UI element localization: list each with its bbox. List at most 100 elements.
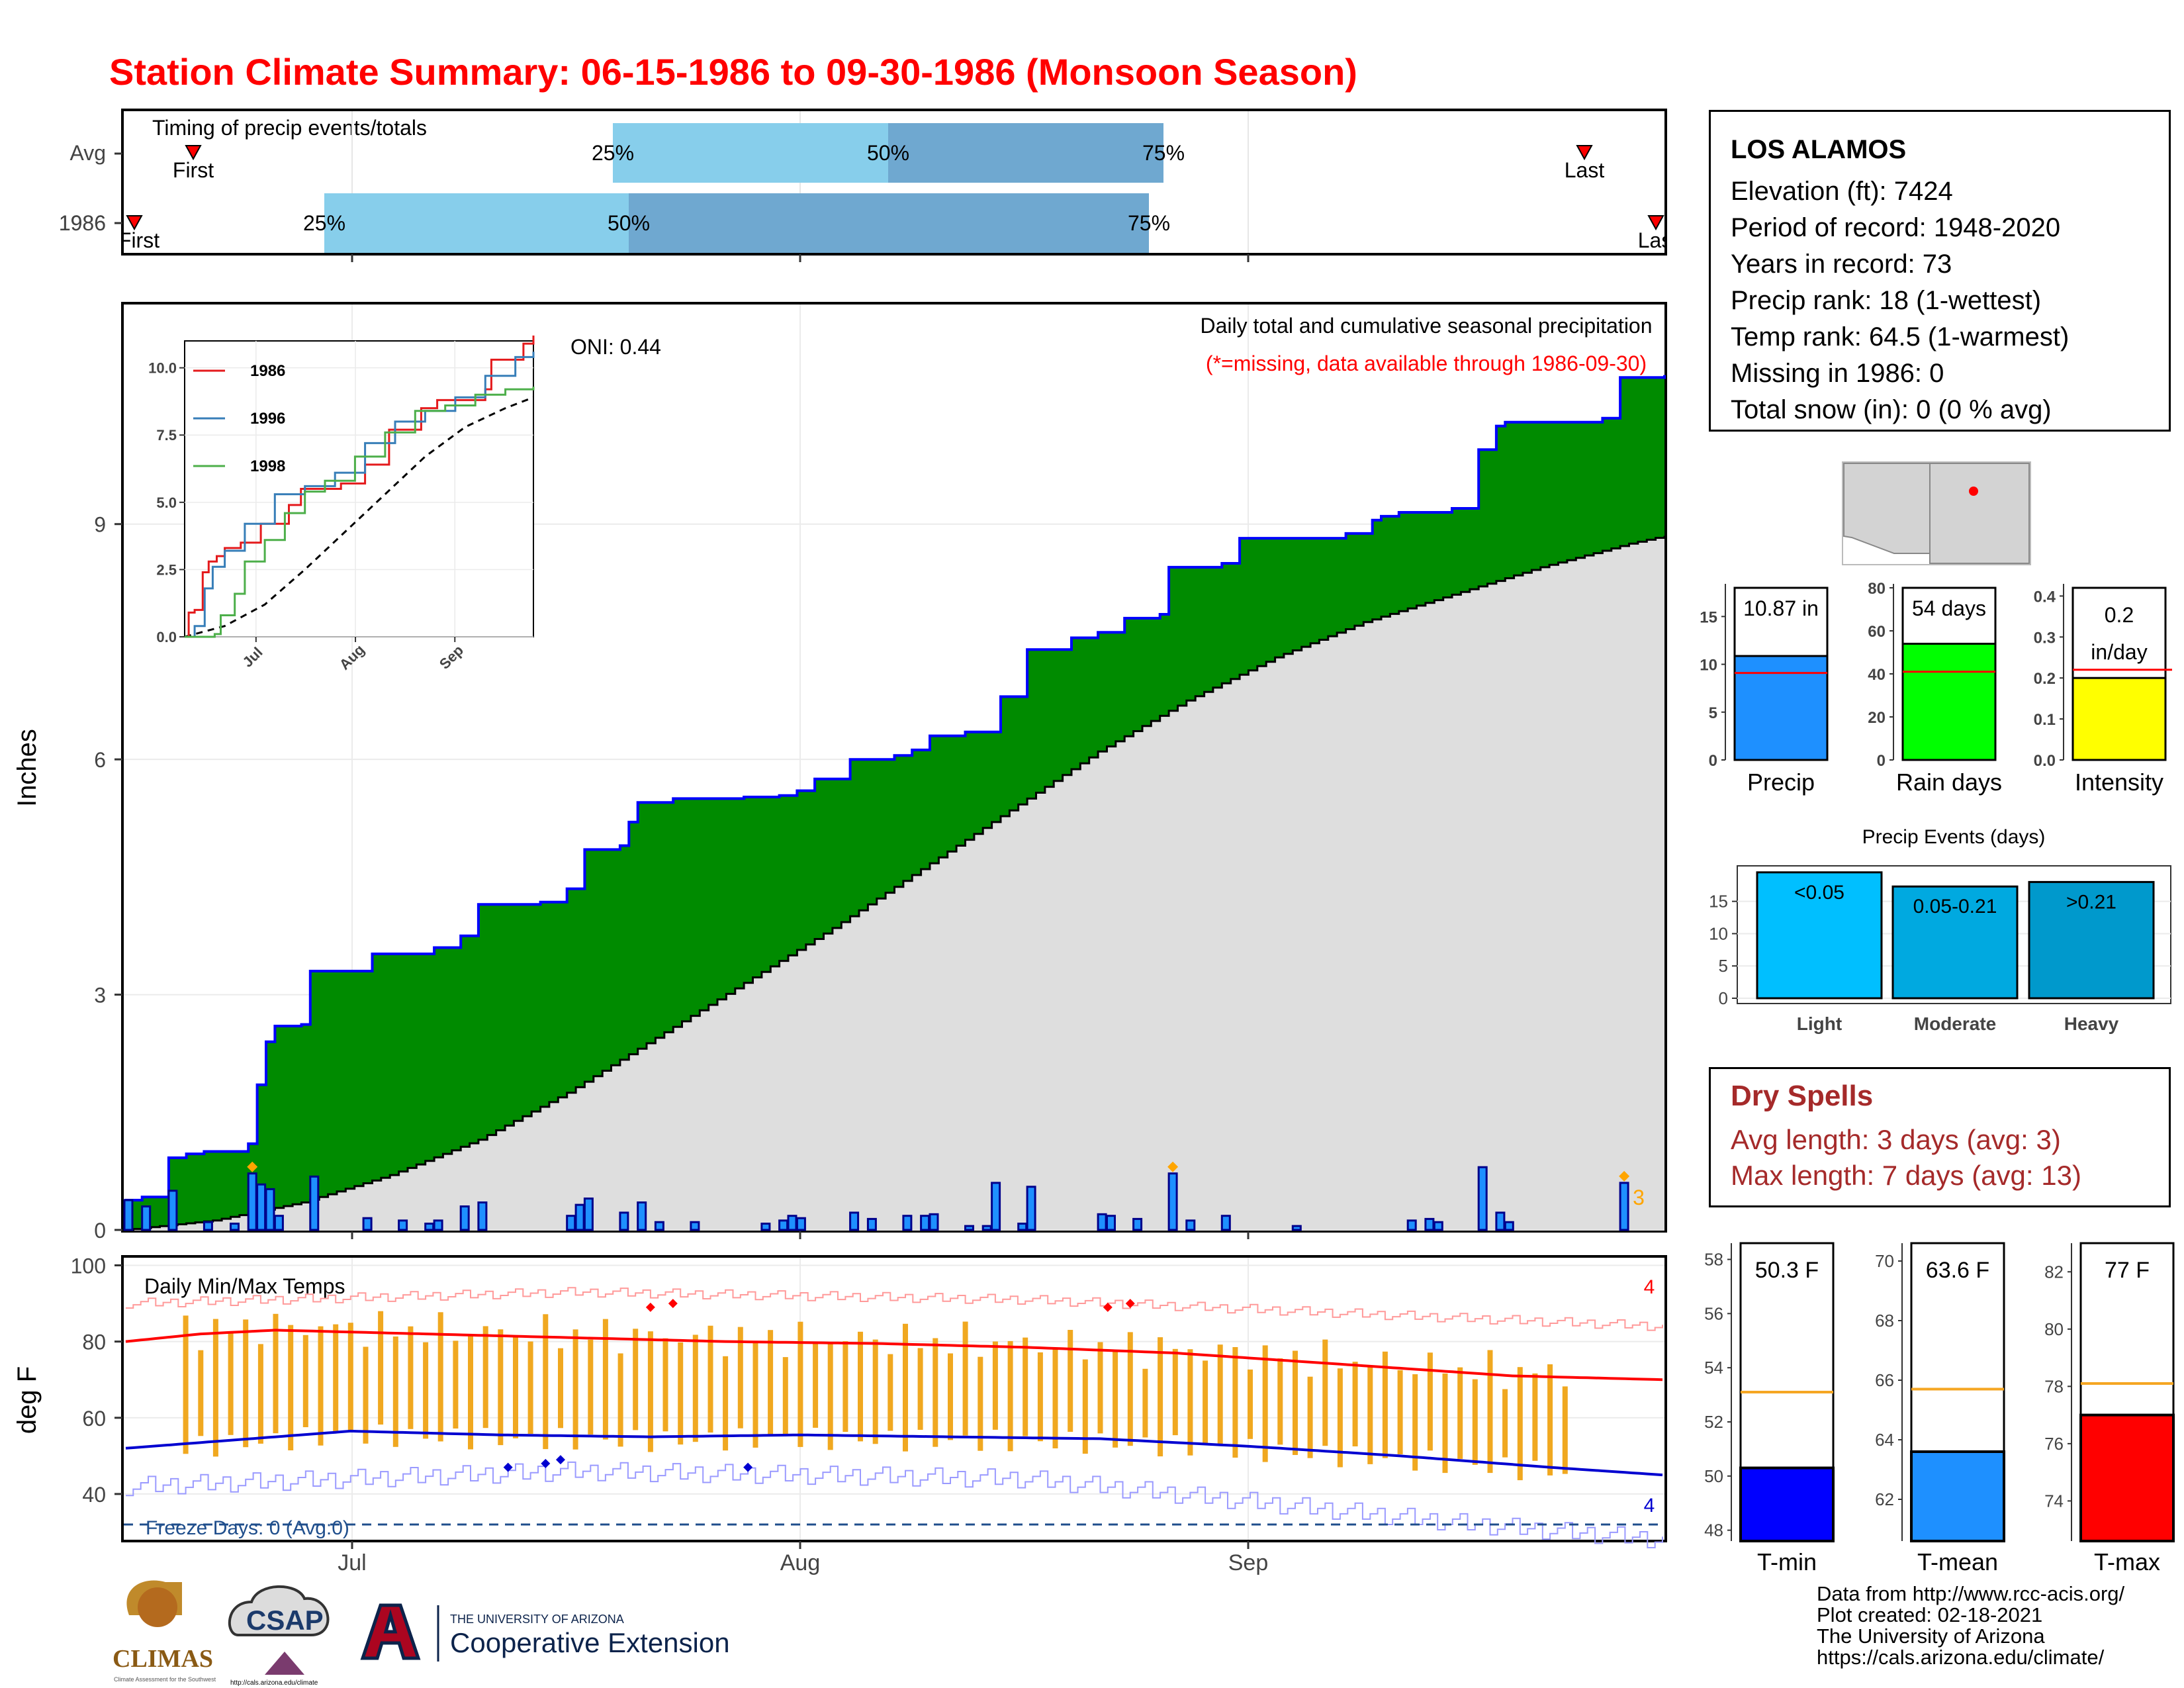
timing-avg-p75: 75% [1142, 141, 1185, 165]
temp-y-tick-label: 40 [82, 1483, 106, 1507]
daily-temp-range-bar [1158, 1337, 1163, 1457]
daily-temp-range-bar [1547, 1364, 1553, 1476]
summary-y-tick-label: 0.0 [2034, 752, 2056, 770]
daily-temp-range-bar [707, 1325, 713, 1433]
daily-precip-bar [991, 1182, 1001, 1231]
precip-y-tick-label: 0 [94, 1219, 106, 1243]
events-y-tick-label: 10 [1709, 923, 1728, 943]
daily-precip-bar [1185, 1219, 1196, 1231]
daily-precip-bar [424, 1223, 435, 1231]
summary-y-tick-label: 0 [1877, 752, 1886, 770]
daily-temp-range-bar [1023, 1337, 1028, 1436]
temp-x-tick-label: Sep [1228, 1550, 1269, 1575]
daily-temp-range-bar [558, 1348, 563, 1429]
events-bar-range: >0.21 [2066, 891, 2116, 913]
daily-temp-range-bar [1007, 1340, 1013, 1452]
daily-temp-range-bar [858, 1331, 863, 1442]
station-missing: Missing in 1986: 0 [1731, 359, 1944, 388]
daily-temp-range-bar [992, 1341, 998, 1430]
daily-temp-range-bar [1262, 1345, 1268, 1462]
daily-precip-bar [1424, 1217, 1435, 1231]
record-low-marker [743, 1462, 753, 1472]
high-precip-count: 3 [1633, 1186, 1645, 1209]
summary-bar-panel: 0 5 10 15 10.87 in Precip [1700, 584, 1829, 796]
record-high-marker [645, 1302, 655, 1312]
daily-temp-range-bar [887, 1354, 893, 1431]
events-bar [2028, 880, 2155, 1000]
logos: CLIMAS Climate Assessment for the Southw… [113, 1580, 730, 1687]
inset-frame [184, 340, 534, 637]
temp-summary-y-tick-label: 78 [2044, 1376, 2064, 1396]
daily-precip-bar [1504, 1221, 1514, 1231]
inset-y-tick-label: 7.5 [156, 427, 177, 444]
daily-temp-range-bar [1367, 1367, 1373, 1464]
daily-temp-range-bar [1187, 1349, 1193, 1456]
daily-precip-bar [1132, 1217, 1143, 1231]
record-max-line [126, 1287, 1663, 1331]
events-y-tick-label: 5 [1719, 956, 1728, 976]
timing-1986-p50: 50% [608, 211, 650, 235]
temp-summary-y-tick-label: 70 [1875, 1251, 1894, 1271]
daily-temp-range-bar [1097, 1342, 1103, 1434]
temp-summary-label: T-max [2094, 1548, 2160, 1575]
timing-avg-last-marker [1576, 145, 1593, 161]
daily-precip-bar [141, 1205, 152, 1231]
temp-summary-bar [1739, 1466, 1835, 1542]
freeze-days-label: Freeze Days: 0 (Avg:0) [146, 1517, 349, 1539]
station-snow: Total snow (in): 0 (0 % avg) [1731, 395, 2052, 424]
daily-temp-range-bar [437, 1312, 443, 1442]
svg-text:Cooperative Extension: Cooperative Extension [450, 1627, 730, 1658]
inset-series-line [185, 352, 535, 638]
daily-temp-range-bar [1307, 1376, 1313, 1458]
daily-precip-bar [167, 1190, 178, 1231]
temp-x-tick-label: Jul [338, 1550, 366, 1575]
daily-precip-bar [247, 1172, 257, 1231]
summary-bar-label: Intensity [2075, 769, 2163, 796]
top-precip-day-marker [1167, 1161, 1179, 1172]
timing-avg-first-label: First [173, 158, 214, 182]
daily-temp-range-bar [1142, 1368, 1148, 1438]
daily-precip-bar [920, 1215, 931, 1231]
temp-summary-panel: 62 64 66 68 70 63.6 F T-mean [1875, 1242, 2005, 1575]
daily-precip-bar [309, 1175, 320, 1231]
daily-temp-range-bar [1113, 1351, 1118, 1448]
summary-y-tick-label: 5 [1709, 704, 1717, 722]
daily-temp-range-bar [1562, 1386, 1568, 1474]
daily-temp-range-bar [212, 1319, 218, 1457]
timing-1986-p25: 25% [303, 211, 345, 235]
daily-precip-bar [203, 1221, 213, 1231]
daily-temp-range-bar [333, 1324, 339, 1433]
timing-avg-50-75 [888, 123, 1163, 183]
daily-temp-range-bar [468, 1335, 473, 1450]
daily-temp-range-bar [797, 1321, 803, 1447]
daily-temp-range-bar [1217, 1344, 1223, 1446]
daily-precip-bar [1106, 1215, 1116, 1231]
timing-avg-25-50 [613, 123, 888, 183]
daily-temp-range-bar [1172, 1348, 1178, 1436]
footer-credits: Data from http://www.rcc-acis.org/ Plot … [1817, 1583, 2124, 1668]
daily-precip-bar [583, 1197, 594, 1231]
inset-legend-label: 1986 [250, 362, 285, 380]
events-y-tick-label: 15 [1709, 892, 1728, 912]
timing-row-avg-label: Avg [69, 141, 106, 165]
summary-y-tick-label: 0.3 [2034, 629, 2056, 647]
avg-min-temp-line [125, 1429, 1663, 1477]
temp-summary-panel: 48 50 52 54 56 58 50.3 F T-min [1704, 1242, 1835, 1575]
events-bar [1891, 885, 2019, 1000]
daily-precip-bar [866, 1217, 877, 1231]
record-high-marker [1125, 1299, 1135, 1309]
record-low-marker [503, 1462, 513, 1472]
record-low-marker [541, 1458, 551, 1468]
events-bar-range: <0.05 [1794, 882, 1844, 904]
dry-spells-max: Max length: 7 days (avg: 13) [1731, 1160, 2081, 1191]
daily-temp-range-bar [1457, 1367, 1463, 1459]
timing-1986-first-label: First [118, 228, 159, 252]
daily-temp-range-bar [423, 1342, 429, 1439]
precip-caption-2: (*=missing, data available through 1986-… [1206, 352, 1647, 375]
summary-y-tick-label: 60 [1868, 623, 1886, 641]
daily-temp-range-bar [1517, 1367, 1523, 1481]
record-low-marker [555, 1455, 565, 1465]
temp-summary-y-tick-label: 50 [1704, 1466, 1723, 1486]
inset-series-line [185, 387, 535, 638]
events-bar [1756, 871, 1883, 1000]
